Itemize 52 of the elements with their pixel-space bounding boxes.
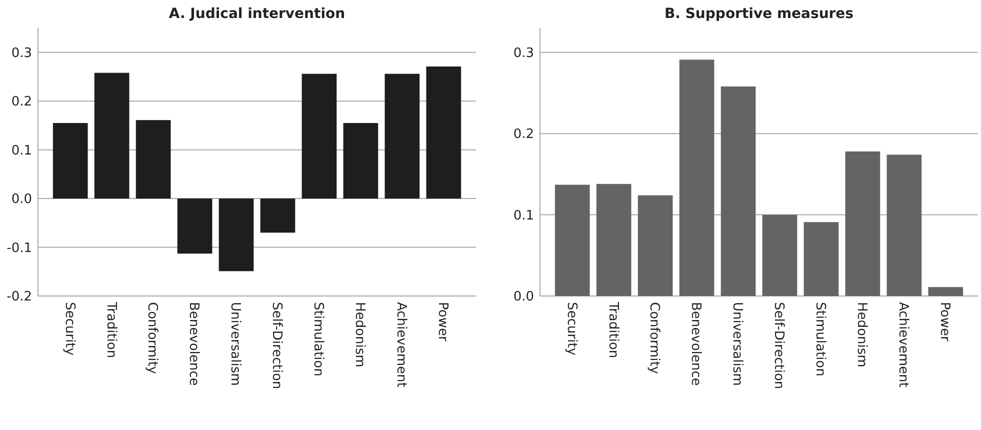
x-tick-label: Self-Direction <box>269 302 284 390</box>
bar <box>762 214 798 296</box>
bar <box>596 184 632 296</box>
bar <box>94 72 130 199</box>
bar <box>845 151 880 296</box>
x-tick-label: Self-Direction <box>771 302 786 390</box>
x-tick-label: Tradition <box>103 301 118 358</box>
x-tick-label: Benevolence <box>688 302 704 386</box>
bar <box>720 86 756 296</box>
bar <box>260 198 296 233</box>
bar <box>136 120 171 199</box>
bar <box>638 195 673 296</box>
bar <box>177 198 212 254</box>
bar <box>302 74 337 199</box>
x-tick-label: Security <box>62 302 77 356</box>
bar <box>343 123 378 199</box>
bar <box>426 66 462 199</box>
x-tick-label: Conformity <box>646 302 662 374</box>
y-tick-label: 0.0 <box>513 290 534 305</box>
x-tick-label: Universalism <box>228 302 243 386</box>
x-tick-label: Hedonism <box>854 302 870 368</box>
y-tick-label: 0.2 <box>11 94 32 110</box>
x-tick-label: Stimulation <box>310 302 326 376</box>
bar <box>218 198 254 272</box>
y-tick-label: 0.3 <box>11 46 32 61</box>
x-tick-label: Security <box>564 302 579 356</box>
y-tick-label: 0.1 <box>513 208 534 224</box>
bar <box>384 74 420 199</box>
bar <box>679 60 714 296</box>
bar <box>928 287 964 296</box>
y-tick-label: 0.2 <box>513 127 534 142</box>
y-tick-label: 0.3 <box>513 46 534 61</box>
bar <box>554 184 590 296</box>
bar <box>886 154 922 296</box>
y-tick-label: -0.1 <box>6 240 32 256</box>
chart-title: A. Judical intervention <box>168 6 346 22</box>
bar <box>52 123 88 199</box>
bar <box>804 222 839 296</box>
x-tick-label: Power <box>435 302 450 342</box>
x-tick-label: Conformity <box>144 302 160 374</box>
y-tick-label: 0.1 <box>11 143 32 158</box>
chart-title: B. Supportive measures <box>664 6 854 22</box>
x-tick-label: Tradition <box>605 301 620 358</box>
x-tick-label: Universalism <box>730 302 745 386</box>
y-tick-label: -0.2 <box>6 290 32 305</box>
x-tick-label: Hedonism <box>352 302 368 368</box>
x-tick-label: Benevolence <box>186 302 202 386</box>
y-tick-label: 0.0 <box>11 192 32 208</box>
x-tick-label: Power <box>937 302 952 342</box>
x-tick-label: Achievement <box>394 302 409 388</box>
x-tick-label: Achievement <box>896 302 911 388</box>
x-tick-label: Stimulation <box>812 302 828 376</box>
